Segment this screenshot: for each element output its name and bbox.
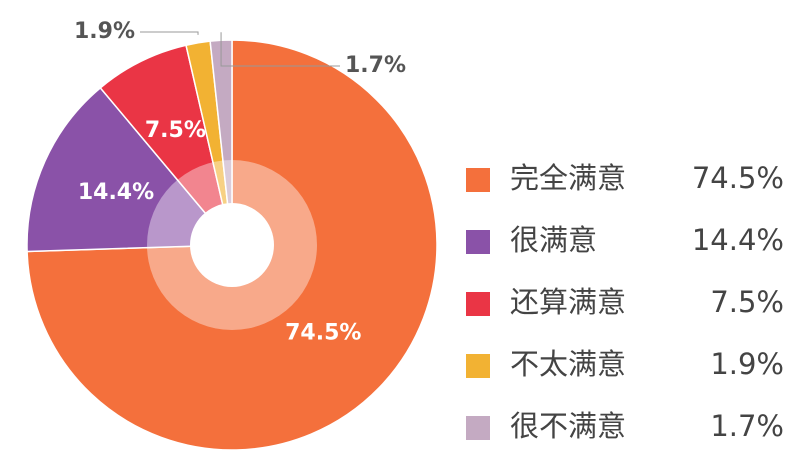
legend-label: 很满意 — [510, 223, 597, 257]
outside-label: 1.7% — [345, 53, 406, 78]
legend-label: 不太满意 — [510, 347, 626, 381]
legend-value: 7.5% — [710, 285, 784, 319]
legend-label: 完全满意 — [510, 161, 626, 195]
leader-line — [220, 32, 340, 67]
legend-swatch — [466, 354, 490, 378]
slice-label: 14.4% — [78, 180, 154, 205]
legend-swatch — [466, 168, 490, 192]
legend-value: 14.4% — [692, 223, 784, 257]
legend-swatch — [466, 230, 490, 254]
leader-line — [140, 31, 199, 35]
slice-label: 7.5% — [145, 118, 206, 143]
legend-label: 很不满意 — [510, 409, 626, 443]
center-hole — [190, 203, 274, 287]
legend-value: 74.5% — [692, 161, 784, 195]
legend-label: 还算满意 — [510, 285, 626, 319]
legend-value: 1.7% — [710, 409, 784, 443]
pie: 74.5% 14.4% 7.5% 1.9% 1.7% — [26, 19, 438, 451]
pie-slice — [26, 86, 234, 253]
legend-swatch — [466, 292, 490, 316]
slice-label: 74.5% — [285, 320, 361, 345]
legend-swatch — [466, 416, 490, 440]
outside-label: 1.9% — [74, 19, 135, 44]
legend-value: 1.9% — [710, 347, 784, 381]
legend: 完全满意 74.5% 很满意 14.4% 还算满意 7.5% 不太满意 1.9% 很不满意 1.7… — [466, 161, 784, 443]
pie-slice — [99, 44, 233, 246]
